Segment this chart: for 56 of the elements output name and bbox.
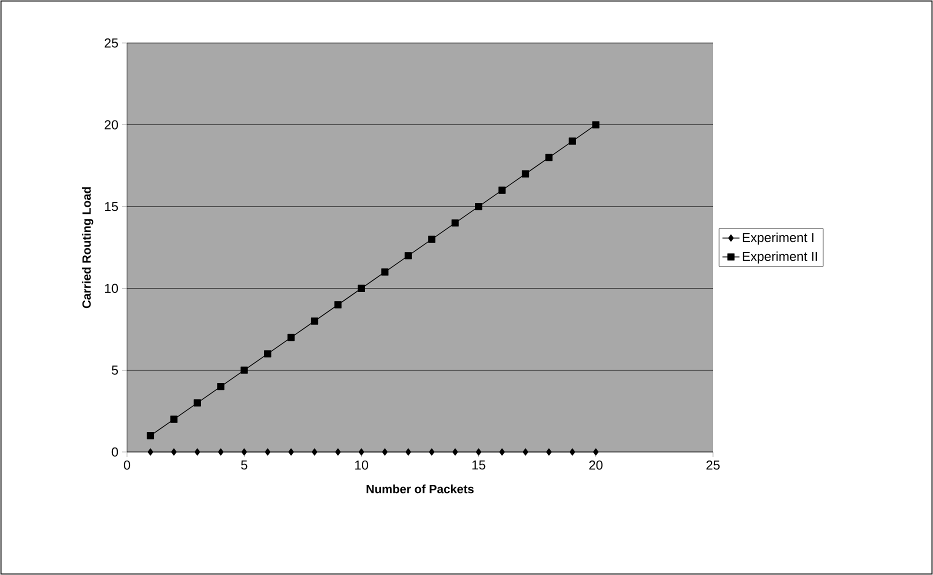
point <box>170 416 178 423</box>
y-axis-title: Carried Routing Load <box>82 187 94 308</box>
point <box>148 448 154 456</box>
point <box>217 382 224 390</box>
y-tick-label: 0 <box>112 447 118 457</box>
point <box>194 448 200 456</box>
point <box>381 268 388 276</box>
x-tick-label: 0 <box>124 460 130 470</box>
point <box>288 448 294 456</box>
point <box>218 448 224 456</box>
point <box>382 448 388 456</box>
point <box>358 448 364 456</box>
point <box>428 448 435 456</box>
point <box>593 448 599 456</box>
point <box>264 448 270 456</box>
point <box>568 138 576 145</box>
point <box>241 448 248 456</box>
point <box>287 334 295 342</box>
point <box>310 318 318 325</box>
y-tick-label: 25 <box>104 38 118 48</box>
point <box>498 186 506 194</box>
point <box>240 366 248 374</box>
legend-label: Experiment I <box>742 232 814 245</box>
point <box>570 448 576 456</box>
y-tick-label: 20 <box>104 120 118 130</box>
y-tick-label: 15 <box>105 202 118 212</box>
point <box>592 121 600 128</box>
x-tick-label: 25 <box>706 460 720 470</box>
point <box>452 219 459 227</box>
point <box>264 350 272 358</box>
x-tick-label: 20 <box>589 460 603 470</box>
point <box>146 432 154 440</box>
point <box>522 170 530 178</box>
point <box>334 301 342 308</box>
y-tick-label: 10 <box>105 284 118 293</box>
point <box>171 448 177 456</box>
point <box>499 448 505 456</box>
point <box>546 448 552 456</box>
point <box>476 448 482 456</box>
point <box>475 202 482 210</box>
x-tick-label: 5 <box>241 460 248 470</box>
x-axis-title: Number of Packets <box>366 484 474 494</box>
point <box>358 284 366 292</box>
y-tick-label: 5 <box>112 366 118 375</box>
point <box>405 448 412 456</box>
point <box>545 154 553 162</box>
x-tick-label: 10 <box>355 460 368 470</box>
point <box>312 448 318 456</box>
x-tick-label: 15 <box>472 460 486 470</box>
point <box>522 448 528 456</box>
point <box>404 252 412 260</box>
legend-label: Experiment II <box>742 251 817 264</box>
point <box>452 448 458 456</box>
point <box>194 399 201 407</box>
point <box>335 448 341 456</box>
point <box>428 236 436 243</box>
